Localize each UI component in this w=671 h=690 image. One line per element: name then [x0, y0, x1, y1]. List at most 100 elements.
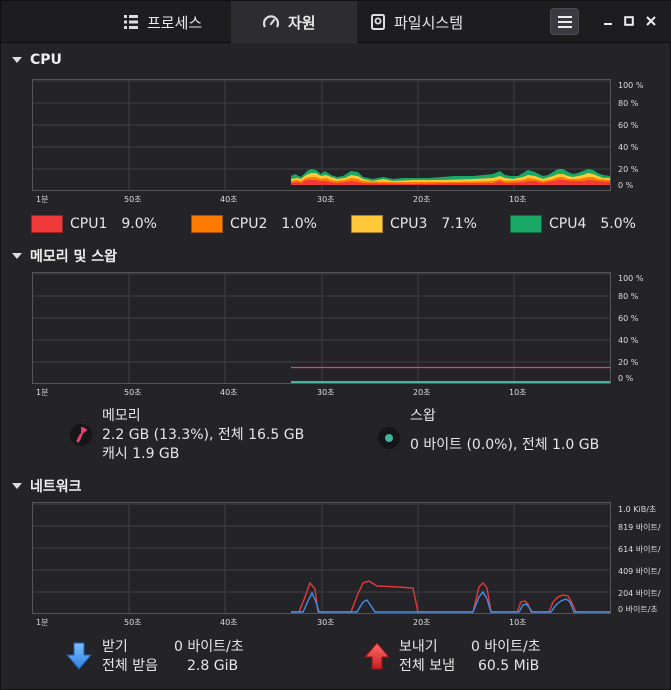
tab-processes[interactable]: 프로세스 — [109, 1, 231, 43]
memory-section-title: 메모리 및 스왑 — [30, 249, 118, 265]
y-tick-label: 60 % — [618, 121, 639, 130]
collapse-triangle-icon — [12, 57, 22, 63]
send-info: 보내기 0 바이트/초 전체 보냄 60.5 MiB — [399, 638, 541, 676]
cpu3-label: CPU3 — [390, 216, 428, 232]
collapse-triangle-icon — [12, 483, 22, 489]
network-history-graph — [32, 502, 611, 614]
y-tick-label: 1.0 KiB/초 — [618, 505, 657, 514]
cpu2-label: CPU2 — [230, 216, 268, 232]
send-rate: 0 바이트/초 — [471, 639, 541, 655]
x-tick-label: 50초 — [124, 618, 142, 627]
y-tick-label: 80 % — [618, 292, 639, 301]
y-tick-label: 40 % — [618, 143, 639, 152]
memory-label: 메모리 — [102, 408, 141, 424]
memory-pie-chart-icon[interactable] — [68, 422, 94, 448]
x-tick-label: 10초 — [509, 195, 527, 204]
send-total-label: 전체 보냄 — [399, 658, 455, 674]
y-tick-label: 409 바이트/ — [618, 567, 661, 576]
x-tick-label: 1분 — [36, 195, 49, 204]
swap-label: 스왑 — [410, 408, 436, 424]
cpu-section-header[interactable]: CPU — [12, 52, 62, 68]
send-total: 60.5 MiB — [478, 658, 540, 674]
cpu2-legend[interactable]: CPU2 1.0% — [191, 215, 317, 233]
receive-total-label: 전체 받음 — [102, 658, 158, 674]
cpu3-value: 7.1% — [441, 216, 477, 232]
x-tick-label: 40초 — [220, 195, 238, 204]
cpu2-value: 1.0% — [281, 216, 317, 232]
x-tick-label: 40초 — [220, 618, 238, 627]
receive-total: 2.8 GiB — [187, 658, 239, 674]
list-icon — [124, 15, 138, 29]
y-tick-label: 20 % — [618, 165, 639, 174]
y-tick-label: 0 바이트/초 — [618, 605, 658, 614]
x-tick-label: 30초 — [317, 388, 335, 397]
cpu1-label: CPU1 — [70, 216, 108, 232]
memory-section-header[interactable]: 메모리 및 스왑 — [12, 246, 117, 266]
network-section-title: 네트워크 — [30, 479, 82, 495]
receive-rate: 0 바이트/초 — [174, 639, 244, 655]
y-tick-label: 100 % — [618, 274, 644, 283]
network-section-header[interactable]: 네트워크 — [12, 476, 82, 496]
tab-resources-label: 자원 — [288, 13, 316, 32]
cpu1-legend[interactable]: CPU1 9.0% — [31, 215, 157, 233]
cpu4-label: CPU4 — [549, 216, 587, 232]
cpu4-legend[interactable]: CPU4 5.0% — [510, 215, 636, 233]
y-tick-label: 20 % — [618, 358, 639, 367]
close-icon — [646, 16, 656, 26]
cpu3-legend[interactable]: CPU3 7.1% — [351, 215, 477, 233]
memory-usage-text: 2.2 GB (13.3%), 전체 16.5 GB — [102, 427, 305, 443]
cpu4-color-swatch[interactable] — [510, 215, 542, 233]
memory-cache-text: 캐시 1.9 GB — [102, 446, 180, 462]
tab-filesystems-label: 파일시스템 — [394, 13, 464, 32]
cpu1-color-swatch[interactable] — [31, 215, 63, 233]
minimize-button[interactable] — [600, 13, 616, 29]
x-tick-label: 30초 — [317, 618, 335, 627]
maximize-icon — [624, 16, 634, 26]
hamburger-icon — [557, 15, 572, 28]
x-tick-label: 10초 — [509, 388, 527, 397]
receive-label: 받기 — [102, 639, 128, 655]
cpu3-color-swatch[interactable] — [351, 215, 383, 233]
tab-resources[interactable]: 자원 — [231, 1, 357, 43]
tab-filesystems[interactable]: 파일시스템 — [357, 1, 487, 43]
y-tick-label: 204 바이트/ — [618, 589, 661, 598]
close-button[interactable] — [643, 13, 659, 29]
send-arrow-icon[interactable] — [363, 642, 391, 674]
memory-history-graph — [32, 272, 611, 384]
x-tick-label: 20초 — [413, 618, 431, 627]
receive-arrow-icon[interactable] — [65, 642, 93, 674]
x-tick-label: 50초 — [124, 195, 142, 204]
disk-icon — [371, 14, 385, 30]
y-tick-label: 0 % — [618, 181, 634, 190]
cpu4-value: 5.0% — [600, 216, 636, 232]
cpu2-color-swatch[interactable] — [191, 215, 223, 233]
y-tick-label: 60 % — [618, 314, 639, 323]
y-tick-label: 100 % — [618, 81, 644, 90]
y-tick-label: 0 % — [618, 374, 634, 383]
y-tick-label: 819 바이트/ — [618, 523, 661, 532]
y-tick-label: 40 % — [618, 336, 639, 345]
x-tick-label: 40초 — [220, 388, 238, 397]
x-tick-label: 1분 — [36, 618, 49, 627]
tab-processes-label: 프로세스 — [147, 13, 203, 32]
gauge-icon — [263, 15, 279, 28]
x-tick-label: 1분 — [36, 388, 49, 397]
cpu-section-title: CPU — [30, 52, 62, 68]
header-bar: 프로세스 자원 파일시스템 — [1, 1, 671, 43]
main-menu-button[interactable] — [550, 8, 579, 35]
send-label: 보내기 — [399, 639, 438, 655]
x-tick-label: 10초 — [509, 618, 527, 627]
x-tick-label: 30초 — [317, 195, 335, 204]
swap-info: 스왑 0 바이트 (0.0%), 전체 1.0 GB — [410, 407, 599, 455]
swap-pie-chart-icon[interactable] — [376, 425, 402, 451]
swap-usage-text: 0 바이트 (0.0%), 전체 1.0 GB — [410, 437, 600, 453]
cpu-history-graph — [32, 79, 611, 191]
cpu1-value: 9.0% — [121, 216, 157, 232]
maximize-button[interactable] — [621, 13, 637, 29]
x-tick-label: 20초 — [413, 195, 431, 204]
x-tick-label: 20초 — [413, 388, 431, 397]
collapse-triangle-icon — [12, 253, 22, 259]
x-tick-label: 50초 — [124, 388, 142, 397]
minimize-icon — [604, 23, 612, 25]
